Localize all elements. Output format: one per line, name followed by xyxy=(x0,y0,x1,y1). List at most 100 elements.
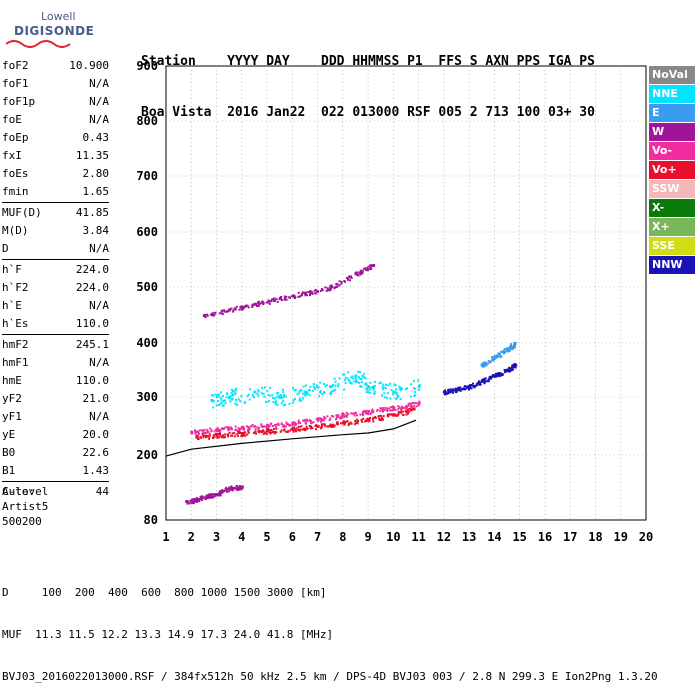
data-point xyxy=(488,378,490,381)
data-point xyxy=(323,417,326,420)
data-point xyxy=(219,432,222,435)
data-point xyxy=(459,387,462,389)
data-point xyxy=(310,425,313,428)
data-point xyxy=(371,409,373,412)
data-point xyxy=(337,385,339,388)
data-point xyxy=(268,431,271,434)
data-point xyxy=(334,380,337,383)
data-point xyxy=(370,264,373,267)
data-point xyxy=(212,406,215,409)
data-point xyxy=(360,385,363,388)
data-point xyxy=(350,376,353,379)
data-point xyxy=(311,389,314,392)
data-point xyxy=(350,275,353,278)
data-point xyxy=(508,367,511,370)
data-point xyxy=(294,388,297,391)
data-point xyxy=(222,435,225,438)
data-point xyxy=(506,369,510,372)
data-point xyxy=(399,389,402,392)
data-point xyxy=(359,378,362,381)
data-point xyxy=(341,421,345,425)
header-labels: Station YYYY DAY DDD HHMMSS P1 FFS S AXN… xyxy=(141,54,595,69)
data-point xyxy=(513,363,517,367)
data-point xyxy=(280,393,282,396)
data-point xyxy=(483,379,486,382)
data-point xyxy=(335,282,338,285)
data-point xyxy=(266,390,269,393)
data-point xyxy=(512,346,515,349)
data-point xyxy=(260,423,263,426)
data-point xyxy=(319,417,322,420)
data-point xyxy=(389,382,392,385)
data-point xyxy=(227,427,229,430)
data-point xyxy=(395,391,398,394)
header-values: Boa Vista 2016 Jan22 022 013000 RSF 005 … xyxy=(141,105,595,120)
param-separator xyxy=(2,259,109,260)
data-point xyxy=(365,391,368,394)
data-point xyxy=(360,418,363,421)
data-point xyxy=(376,409,379,412)
data-point xyxy=(219,491,222,494)
data-point xyxy=(300,389,303,392)
data-point xyxy=(201,499,204,501)
data-point xyxy=(257,300,260,303)
data-point xyxy=(322,423,325,426)
data-point xyxy=(231,489,234,492)
data-point xyxy=(415,405,418,408)
data-point xyxy=(386,392,389,395)
data-point xyxy=(217,395,220,398)
data-point xyxy=(500,373,503,376)
x-tick-label: 16 xyxy=(538,530,552,544)
data-point xyxy=(372,264,376,267)
data-point xyxy=(488,376,491,379)
data-point xyxy=(211,496,214,499)
param-row: MUF(D) 41.85 xyxy=(2,204,109,222)
data-point xyxy=(208,437,211,440)
data-point xyxy=(231,434,234,437)
data-point xyxy=(295,427,298,430)
data-point xyxy=(382,415,385,418)
param-row: foEp 0.43 xyxy=(2,129,109,147)
x-tick-label: 13 xyxy=(462,530,476,544)
data-point xyxy=(315,288,318,291)
data-point xyxy=(231,428,233,431)
data-point xyxy=(350,276,353,279)
param-value: 44 xyxy=(95,485,109,498)
data-point xyxy=(345,411,348,414)
data-point xyxy=(365,387,368,390)
data-point xyxy=(447,389,450,392)
data-point xyxy=(235,428,238,431)
data-point xyxy=(282,388,284,391)
data-point xyxy=(367,385,371,389)
data-point xyxy=(498,372,500,374)
param-value: 110.0 xyxy=(75,317,109,330)
data-point xyxy=(500,355,503,358)
data-point xyxy=(292,430,295,433)
data-point xyxy=(209,313,212,316)
data-point xyxy=(215,404,218,407)
data-point xyxy=(451,390,454,393)
data-point xyxy=(381,385,384,388)
data-point xyxy=(222,395,224,398)
data-point xyxy=(283,429,286,432)
data-point xyxy=(192,500,195,503)
data-point xyxy=(347,277,349,280)
x-tick-label: 5 xyxy=(263,530,270,544)
data-point xyxy=(313,289,316,292)
param-row: hmF1 N/A xyxy=(2,354,109,372)
data-point xyxy=(196,500,199,503)
data-point xyxy=(365,411,368,414)
data-point xyxy=(218,404,220,406)
data-point xyxy=(325,384,328,387)
x-tick-label: 20 xyxy=(639,530,653,544)
data-point xyxy=(321,393,324,395)
data-point xyxy=(289,429,292,432)
data-point xyxy=(401,406,404,409)
logo-lowell-text: Lowell xyxy=(41,10,76,23)
data-point xyxy=(195,498,199,502)
data-point xyxy=(194,431,197,434)
data-point xyxy=(388,413,390,416)
data-point xyxy=(389,409,392,412)
data-point xyxy=(319,390,322,393)
data-point xyxy=(236,489,239,491)
